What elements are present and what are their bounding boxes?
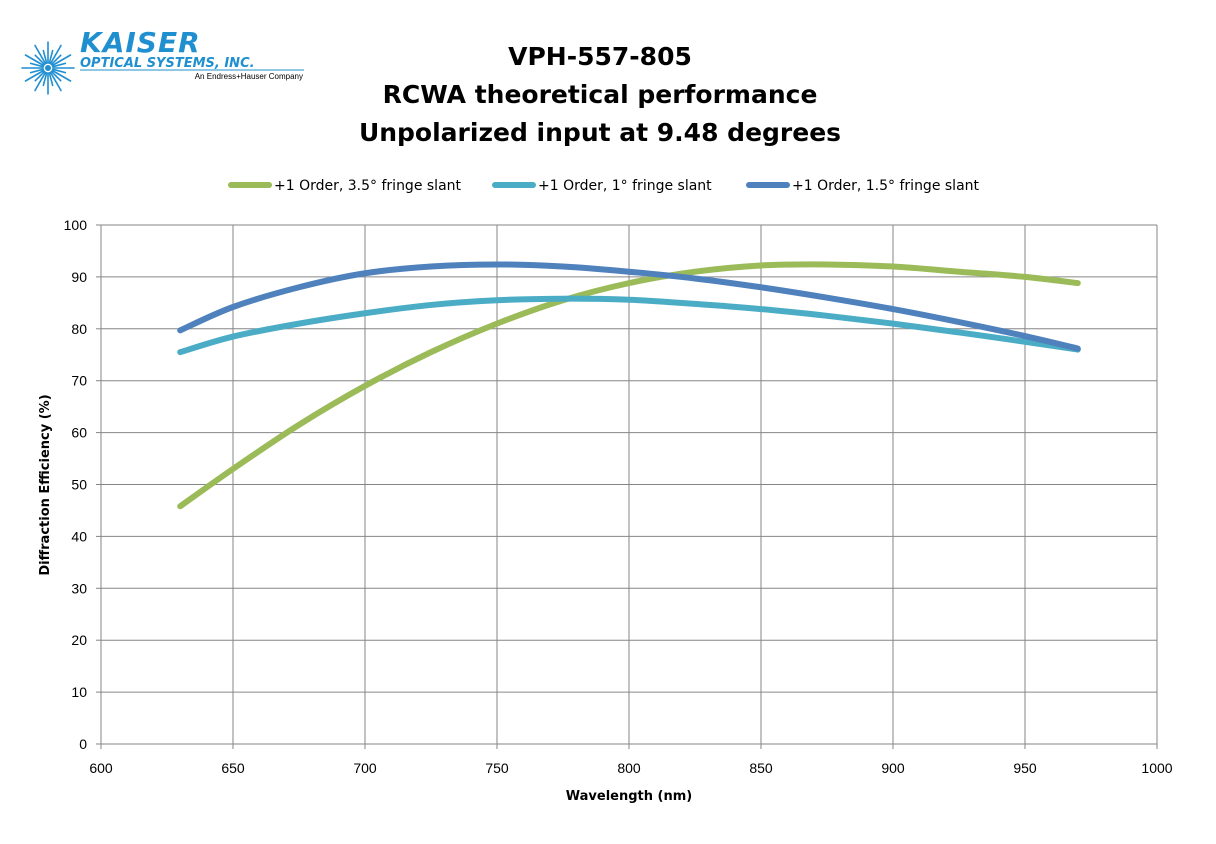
starburst-ray [42, 49, 48, 64]
kaiser-logo: KAISER OPTICAL SYSTEMS, INC. An Endress+… [21, 28, 304, 95]
x-tick-labels: 600 650 700 750 800 850 900 950 1000 [89, 760, 1172, 776]
logo-name: KAISER [80, 28, 201, 59]
series-line-2 [177, 295, 1081, 356]
y-tick-label: 70 [71, 373, 87, 389]
starburst-ray [24, 54, 45, 67]
starburst-ray [34, 54, 46, 66]
starburst-ray [48, 49, 54, 64]
starburst-ray [29, 68, 44, 74]
series-line-1 [177, 261, 1081, 510]
y-tick-label: 100 [64, 217, 88, 233]
chart-series [177, 261, 1081, 510]
x-tick-label: 750 [485, 760, 509, 776]
starburst-ray [48, 72, 54, 87]
x-tick-label: 1000 [1141, 760, 1172, 776]
chart-title-line: RCWA theoretical performance [382, 80, 818, 109]
starburst-ray [34, 71, 47, 92]
x-tick-label: 650 [221, 760, 245, 776]
starburst-ray [51, 54, 72, 67]
starburst-ray [50, 54, 62, 66]
y-tick-label: 60 [71, 425, 87, 441]
starburst-ray [34, 44, 47, 65]
y-tick-label: 20 [71, 632, 87, 648]
x-tick-label: 600 [89, 760, 113, 776]
chart-legend: +1 Order, 3.5° fringe slant +1 Order, 1° … [228, 178, 980, 194]
legend-label: +1 Order, 1° fringe slant [538, 178, 712, 194]
y-tick-labels: 0 10 20 30 40 50 60 70 80 90 100 [64, 217, 88, 752]
y-tick-label: 40 [71, 528, 87, 544]
y-tick-label: 10 [71, 684, 87, 700]
x-tick-label: 950 [1013, 760, 1037, 776]
starburst-ray [29, 62, 44, 68]
y-tick-label: 90 [71, 269, 87, 285]
legend-label: +1 Order, 3.5° fringe slant [274, 178, 462, 194]
legend-label: +1 Order, 1.5° fringe slant [792, 178, 980, 194]
logo-tagline: An Endress+Hauser Company [195, 72, 303, 81]
starburst-ray [50, 70, 62, 82]
chart-axes [96, 224, 1158, 749]
starburst-ray [34, 70, 46, 82]
x-tick-label: 900 [881, 760, 905, 776]
chart-title-line: VPH-557-805 [508, 42, 692, 71]
starburst-ray [51, 69, 72, 82]
starburst-ray [52, 62, 67, 68]
starburst-ray [52, 68, 67, 74]
starburst-icon [21, 41, 75, 95]
y-tick-label: 50 [71, 477, 87, 493]
series-line-3 [177, 261, 1081, 352]
x-tick-label: 700 [353, 760, 377, 776]
starburst-ray [49, 44, 62, 65]
x-tick-label: 850 [749, 760, 773, 776]
starburst-ray [24, 69, 45, 82]
x-axis-title: Wavelength (nm) [566, 789, 692, 804]
y-tick-label: 80 [71, 321, 87, 337]
starburst-core [45, 65, 51, 71]
chart-title-line: Unpolarized input at 9.48 degrees [358, 118, 842, 147]
logo-subtitle: OPTICAL SYSTEMS, INC. [80, 56, 255, 71]
y-tick-label: 30 [71, 580, 87, 596]
chart-title: VPH-557-805 RCWA theoretical performance… [330, 38, 870, 152]
starburst-ray [49, 71, 62, 92]
chart-grid [101, 224, 1158, 744]
y-tick-label: 0 [79, 736, 87, 752]
y-axis-title: Diffraction Efficiency (%) [38, 394, 53, 575]
starburst-ray [42, 72, 48, 87]
x-tick-label: 800 [617, 760, 641, 776]
